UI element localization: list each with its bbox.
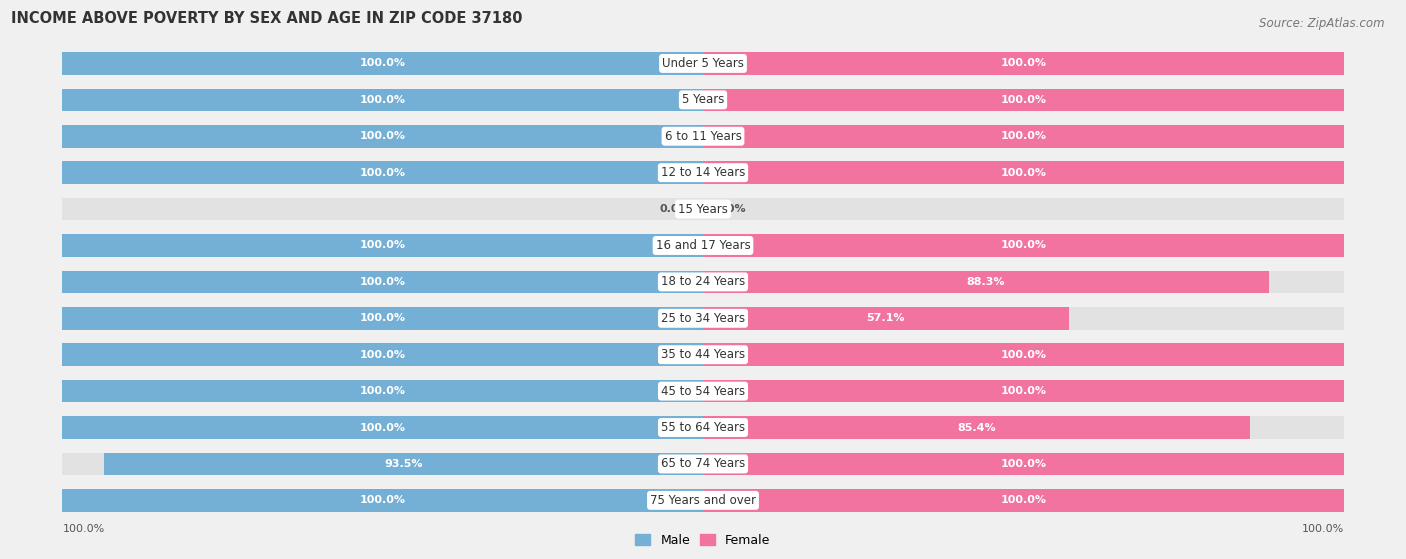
- Bar: [62, 125, 703, 148]
- Text: 100.0%: 100.0%: [1000, 95, 1046, 105]
- Bar: [703, 343, 1344, 366]
- Bar: [703, 416, 1344, 439]
- Bar: [62, 234, 703, 257]
- Text: 100.0%: 100.0%: [1000, 240, 1046, 250]
- Bar: [62, 380, 703, 402]
- Bar: [62, 271, 703, 293]
- Bar: [62, 380, 703, 402]
- Bar: [703, 88, 1344, 111]
- Text: INCOME ABOVE POVERTY BY SEX AND AGE IN ZIP CODE 37180: INCOME ABOVE POVERTY BY SEX AND AGE IN Z…: [11, 11, 523, 26]
- Text: 16 and 17 Years: 16 and 17 Years: [655, 239, 751, 252]
- Text: 100.0%: 100.0%: [360, 423, 406, 433]
- Text: 0.0%: 0.0%: [716, 204, 747, 214]
- Bar: [62, 416, 703, 439]
- Bar: [62, 343, 703, 366]
- Text: 100.0%: 100.0%: [1302, 524, 1344, 534]
- Text: 100.0%: 100.0%: [62, 524, 104, 534]
- Text: Source: ZipAtlas.com: Source: ZipAtlas.com: [1260, 17, 1385, 30]
- Text: 88.3%: 88.3%: [966, 277, 1005, 287]
- Bar: [62, 88, 703, 111]
- Bar: [703, 416, 1250, 439]
- Text: 100.0%: 100.0%: [360, 95, 406, 105]
- Bar: [62, 162, 703, 184]
- Text: 100.0%: 100.0%: [1000, 386, 1046, 396]
- Bar: [703, 125, 1344, 148]
- Bar: [703, 380, 1344, 402]
- Bar: [703, 234, 1344, 257]
- Bar: [62, 416, 703, 439]
- Bar: [703, 234, 1344, 257]
- Bar: [62, 489, 703, 511]
- Text: 15 Years: 15 Years: [678, 202, 728, 216]
- Text: 100.0%: 100.0%: [360, 313, 406, 323]
- Text: 100.0%: 100.0%: [1000, 131, 1046, 141]
- Bar: [104, 453, 703, 475]
- Text: 100.0%: 100.0%: [360, 495, 406, 505]
- Text: 25 to 34 Years: 25 to 34 Years: [661, 312, 745, 325]
- Text: 18 to 24 Years: 18 to 24 Years: [661, 276, 745, 288]
- Text: 55 to 64 Years: 55 to 64 Years: [661, 421, 745, 434]
- Text: 100.0%: 100.0%: [360, 168, 406, 178]
- Bar: [703, 52, 1344, 75]
- Bar: [703, 271, 1268, 293]
- Text: 65 to 74 Years: 65 to 74 Years: [661, 457, 745, 471]
- Text: 75 Years and over: 75 Years and over: [650, 494, 756, 507]
- Bar: [62, 453, 703, 475]
- Text: 35 to 44 Years: 35 to 44 Years: [661, 348, 745, 361]
- Bar: [62, 343, 703, 366]
- Text: 100.0%: 100.0%: [1000, 59, 1046, 68]
- Bar: [703, 307, 1069, 330]
- Bar: [62, 489, 703, 511]
- Bar: [703, 307, 1344, 330]
- Text: 57.1%: 57.1%: [866, 313, 905, 323]
- Bar: [703, 162, 1344, 184]
- Bar: [703, 343, 1344, 366]
- Bar: [703, 380, 1344, 402]
- Bar: [62, 307, 703, 330]
- Text: 100.0%: 100.0%: [1000, 350, 1046, 359]
- Text: 12 to 14 Years: 12 to 14 Years: [661, 166, 745, 179]
- Text: 100.0%: 100.0%: [1000, 168, 1046, 178]
- Bar: [703, 52, 1344, 75]
- Bar: [703, 453, 1344, 475]
- Text: 100.0%: 100.0%: [360, 386, 406, 396]
- Text: 45 to 54 Years: 45 to 54 Years: [661, 385, 745, 397]
- Text: 85.4%: 85.4%: [957, 423, 995, 433]
- Text: 5 Years: 5 Years: [682, 93, 724, 106]
- Bar: [62, 162, 703, 184]
- Bar: [703, 88, 1344, 111]
- Bar: [62, 52, 703, 75]
- Bar: [62, 52, 703, 75]
- Bar: [703, 125, 1344, 148]
- Bar: [62, 88, 703, 111]
- Bar: [703, 489, 1344, 511]
- Bar: [62, 307, 703, 330]
- Text: Under 5 Years: Under 5 Years: [662, 57, 744, 70]
- Text: 100.0%: 100.0%: [1000, 459, 1046, 469]
- Bar: [703, 271, 1344, 293]
- Bar: [703, 453, 1344, 475]
- Text: 100.0%: 100.0%: [360, 240, 406, 250]
- Bar: [703, 162, 1344, 184]
- Legend: Male, Female: Male, Female: [630, 529, 776, 552]
- Bar: [703, 489, 1344, 511]
- Bar: [62, 125, 703, 148]
- Text: 93.5%: 93.5%: [384, 459, 423, 469]
- Text: 6 to 11 Years: 6 to 11 Years: [665, 130, 741, 143]
- Bar: [62, 271, 703, 293]
- Text: 0.0%: 0.0%: [659, 204, 690, 214]
- Text: 100.0%: 100.0%: [1000, 495, 1046, 505]
- Text: 100.0%: 100.0%: [360, 131, 406, 141]
- Bar: [62, 198, 703, 220]
- Text: 100.0%: 100.0%: [360, 277, 406, 287]
- Bar: [62, 234, 703, 257]
- Text: 100.0%: 100.0%: [360, 350, 406, 359]
- Text: 100.0%: 100.0%: [360, 59, 406, 68]
- Bar: [703, 198, 1344, 220]
